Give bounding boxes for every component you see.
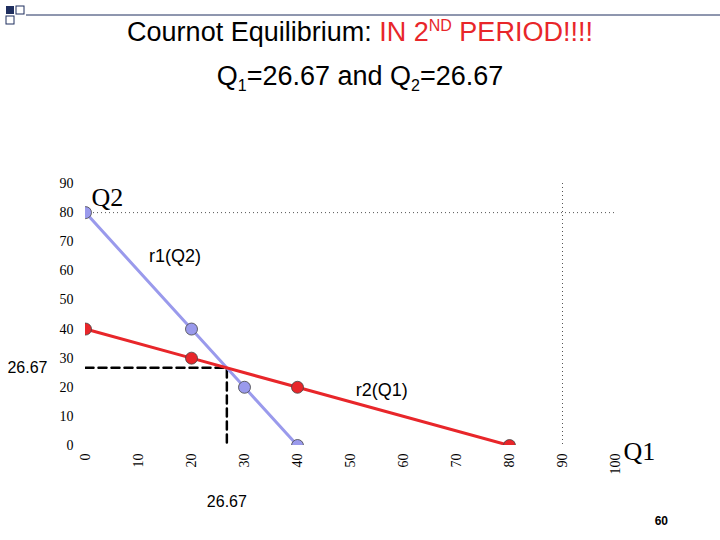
svg-text:r2(Q1): r2(Q1)	[356, 380, 408, 400]
svg-text:10: 10	[131, 454, 146, 468]
svg-text:70: 70	[60, 234, 74, 249]
svg-text:0: 0	[78, 454, 93, 461]
svg-text:90: 90	[555, 454, 570, 468]
svg-text:40: 40	[290, 454, 305, 468]
svg-text:20: 20	[184, 454, 199, 468]
svg-text:80: 80	[502, 454, 517, 468]
svg-text:40: 40	[60, 322, 74, 337]
svg-text:30: 30	[237, 454, 252, 468]
svg-text:20: 20	[60, 380, 74, 395]
svg-text:10: 10	[60, 409, 74, 424]
svg-text:90: 90	[60, 176, 74, 191]
svg-text:70: 70	[449, 454, 464, 468]
svg-text:80: 80	[60, 205, 74, 220]
svg-text:50: 50	[343, 454, 358, 468]
svg-text:30: 30	[60, 351, 74, 366]
svg-text:Q2: Q2	[92, 183, 124, 212]
svg-text:26.67: 26.67	[7, 359, 47, 376]
html-text:Cournot Equilibrium: IN 2NDPER: Cournot Equilibrium: IN 2NDPERIOD!!!!	[127, 17, 593, 47]
svg-text:0: 0	[67, 438, 74, 453]
svg-text:26.67: 26.67	[207, 493, 247, 510]
svg-text:60: 60	[396, 454, 411, 468]
svg-text:60: 60	[60, 263, 74, 278]
svg-text:100: 100	[608, 454, 623, 475]
svg-text:Q1: Q1	[624, 437, 656, 466]
html-text:Q1=26.67 and Q2=26.67: Q1=26.67 and Q2=26.67	[216, 61, 504, 95]
html-text:60: 60	[654, 514, 668, 528]
svg-text:r1(Q2): r1(Q2)	[149, 246, 201, 266]
svg-text:50: 50	[60, 292, 74, 307]
